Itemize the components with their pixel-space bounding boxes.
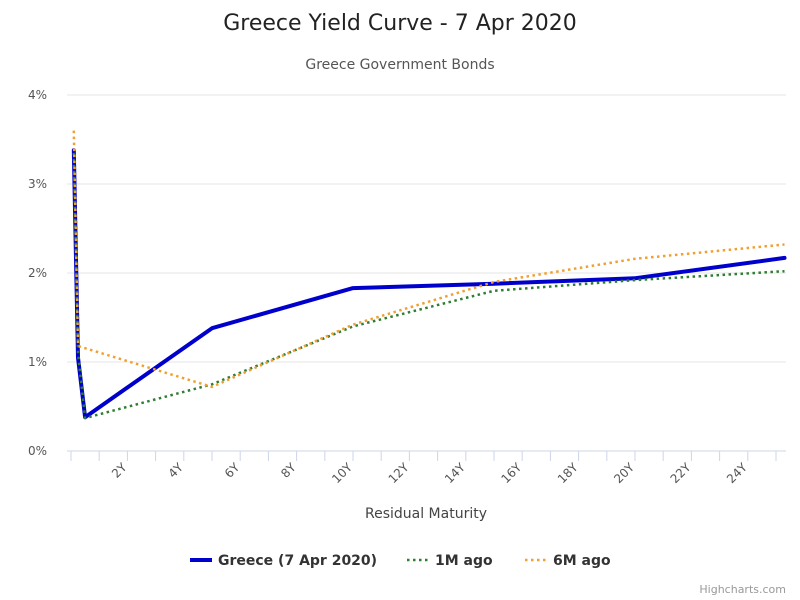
gridlines bbox=[67, 94, 786, 363]
x-tick-label: 12Y bbox=[386, 460, 412, 486]
y-tick-label: 4% bbox=[28, 88, 47, 102]
x-tick-label: 14Y bbox=[442, 460, 468, 486]
y-tick-label: 3% bbox=[28, 177, 47, 191]
x-tick-label: 20Y bbox=[611, 460, 637, 486]
series-lines bbox=[71, 130, 787, 420]
x-tick-label: 6Y bbox=[222, 460, 243, 481]
chart-title: Greece Yield Curve - 7 Apr 2020 bbox=[223, 11, 577, 36]
x-tick-label: 4Y bbox=[165, 460, 186, 481]
x-tick-label: 8Y bbox=[278, 460, 299, 481]
credits-label[interactable]: Highcharts.com bbox=[699, 583, 786, 596]
series-line-2[interactable] bbox=[72, 130, 785, 389]
x-tick-label: 16Y bbox=[498, 460, 524, 486]
chart-subtitle: Greece Government Bonds bbox=[305, 57, 494, 73]
y-tick-label: 2% bbox=[28, 266, 47, 280]
x-axis: 2Y 4Y 6Y 8Y 10Y 12Y 14Y 16Y 18Y 20Y 22Y 24Y bbox=[67, 450, 786, 486]
x-tick-label: 10Y bbox=[329, 460, 355, 486]
x-tick-label: 24Y bbox=[724, 460, 750, 486]
y-axis-labels: 0% 1% 2% 3% 4% bbox=[28, 88, 47, 458]
series-line-0[interactable] bbox=[71, 148, 787, 420]
legend-label[interactable]: 6M ago bbox=[553, 553, 611, 569]
x-tick-label: 22Y bbox=[668, 460, 694, 486]
y-tick-label: 1% bbox=[28, 355, 47, 369]
legend-label[interactable]: 1M ago bbox=[435, 553, 493, 569]
legend-item[interactable]: Greece (7 Apr 2020) bbox=[190, 553, 377, 569]
legend-label[interactable]: Greece (7 Apr 2020) bbox=[218, 553, 377, 569]
legend: Greece (7 Apr 2020) 1M ago 6M ago bbox=[190, 553, 611, 569]
legend-item[interactable]: 6M ago bbox=[525, 553, 611, 569]
x-tick-label: 2Y bbox=[109, 460, 130, 481]
y-tick-label: 0% bbox=[28, 444, 47, 458]
x-tick-label: 18Y bbox=[555, 460, 581, 486]
series-line-1[interactable] bbox=[72, 152, 785, 420]
x-axis-title: Residual Maturity bbox=[365, 506, 487, 522]
legend-item[interactable]: 1M ago bbox=[407, 553, 493, 569]
